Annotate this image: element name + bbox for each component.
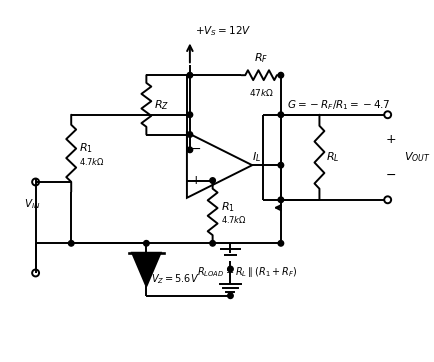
Circle shape [227,293,233,299]
Polygon shape [132,253,160,286]
Text: $47k\Omega$: $47k\Omega$ [248,87,273,98]
Circle shape [277,197,283,203]
Text: $+V_S = 12V$: $+V_S = 12V$ [194,24,250,38]
Text: $R_1$: $R_1$ [79,142,93,155]
Circle shape [187,147,192,153]
Text: +: + [385,133,395,146]
Circle shape [209,178,215,183]
Text: $R_Z$: $R_Z$ [154,98,169,112]
Text: −: − [385,169,395,182]
Text: $4.7k\Omega$: $4.7k\Omega$ [220,214,246,225]
Circle shape [277,163,283,168]
Text: $V_{IN}$: $V_{IN}$ [24,197,41,211]
Text: $4.7k\Omega$: $4.7k\Omega$ [79,156,105,167]
Text: $V_Z = 5.6V$: $V_Z = 5.6V$ [151,273,199,286]
Text: $I_L$: $I_L$ [251,150,260,164]
Circle shape [209,240,215,246]
Text: $G = -R_F/R_1 = -4.7$: $G = -R_F/R_1 = -4.7$ [286,98,389,112]
Text: +: + [190,174,201,187]
Circle shape [143,240,149,246]
Text: −: − [190,143,201,156]
Text: $R_F$: $R_F$ [253,51,268,65]
Text: $R_L$: $R_L$ [326,150,339,164]
Circle shape [187,72,192,78]
Circle shape [187,112,192,118]
Circle shape [277,240,283,246]
Circle shape [277,72,283,78]
Text: $R_1$: $R_1$ [220,200,234,214]
Text: $V_{OUT}$: $V_{OUT}$ [403,150,429,164]
Circle shape [68,240,74,246]
Text: $R_{LOAD} = R_L \parallel (R_1 + R_F)$: $R_{LOAD} = R_L \parallel (R_1 + R_F)$ [197,265,297,279]
Circle shape [187,132,192,137]
Circle shape [277,112,283,118]
Circle shape [227,266,233,272]
